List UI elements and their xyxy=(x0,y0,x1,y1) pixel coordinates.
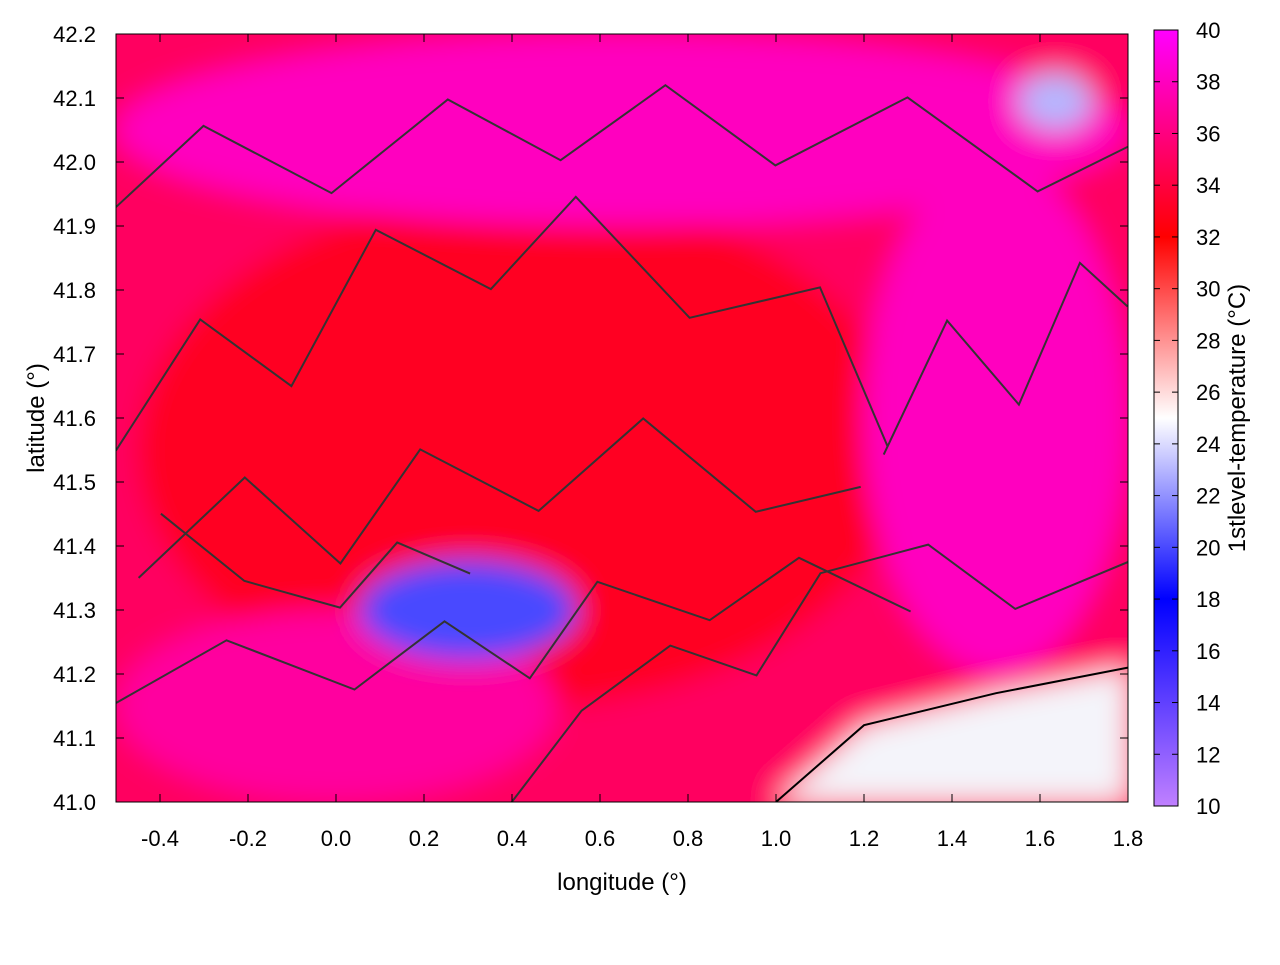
y-tick-label: 42.0 xyxy=(53,150,96,175)
colorbar-tick-label: 14 xyxy=(1196,691,1220,716)
region-cool-river-valley xyxy=(358,558,578,662)
x-tick-label: 1.6 xyxy=(1025,826,1056,851)
colorbar-tick-label: 32 xyxy=(1196,225,1220,250)
contour-line xyxy=(137,417,861,579)
colorbar-tick-label: 30 xyxy=(1196,277,1220,302)
x-tick-label: 0.0 xyxy=(321,826,352,851)
x-tick-label: -0.2 xyxy=(229,826,267,851)
region-cool-northeast-peak xyxy=(1018,72,1093,130)
colorbar-tick-label: 34 xyxy=(1196,173,1220,198)
colorbar-tick-label: 18 xyxy=(1196,587,1220,612)
y-axis: 41.0 41.1 41.2 41.3 41.4 41.5 41.6 41.7 41.8 41.9… xyxy=(53,22,1128,815)
colorbar: 10 12 14 16 18 20 22 24 26 28 30 32 34 36 38 40 1stleve… xyxy=(1153,18,1251,819)
x-axis-label: longitude (°) xyxy=(557,869,687,896)
colorbar-tick-label: 38 xyxy=(1196,70,1220,95)
contour-line xyxy=(116,83,1128,209)
region-sea xyxy=(776,667,1128,802)
contour-line xyxy=(116,556,912,705)
y-tick-label: 41.1 xyxy=(53,726,96,751)
y-tick-label: 41.9 xyxy=(53,214,96,239)
x-tick-label: 1.2 xyxy=(849,826,880,851)
colorbar-tick-label: 12 xyxy=(1196,742,1220,767)
contour-line xyxy=(116,195,889,452)
colorbar-tick-label: 40 xyxy=(1196,18,1220,43)
y-tick-label: 42.1 xyxy=(53,86,96,111)
x-tick-label: 0.8 xyxy=(673,826,704,851)
y-tick-label: 41.0 xyxy=(53,790,96,815)
x-tick-label: 1.0 xyxy=(761,826,792,851)
colorbar-tick-label: 36 xyxy=(1196,121,1220,146)
colorbar-gradient xyxy=(1153,29,1179,807)
y-tick-label: 41.3 xyxy=(53,598,96,623)
region-hot-north xyxy=(116,34,1128,226)
terrain-contours xyxy=(116,83,1128,802)
contour-line xyxy=(882,261,1128,456)
plot-area xyxy=(116,34,1128,802)
colorbar-label: 1stlevel-temperature (°C) xyxy=(1224,284,1251,552)
colorbar-tick-label: 28 xyxy=(1196,328,1220,353)
x-tick-label: 0.4 xyxy=(497,826,528,851)
colorbar-tick-label: 26 xyxy=(1196,380,1220,405)
x-tick-label: -0.4 xyxy=(141,826,179,851)
x-tick-label: 0.2 xyxy=(409,826,440,851)
y-tick-label: 41.8 xyxy=(53,278,96,303)
temperature-field xyxy=(116,34,1128,802)
colorbar-tick-label: 20 xyxy=(1196,535,1220,560)
y-tick-label: 41.5 xyxy=(53,470,96,495)
coastline xyxy=(775,666,1128,802)
y-tick-label: 42.2 xyxy=(53,22,96,47)
y-tick-label: 41.2 xyxy=(53,662,96,687)
colorbar-tick-label: 24 xyxy=(1196,432,1220,457)
colorbar-tick-label: 16 xyxy=(1196,639,1220,664)
y-tick-label: 41.4 xyxy=(53,534,96,559)
region-warm-central-basin xyxy=(138,194,908,706)
x-tick-label: 0.6 xyxy=(585,826,616,851)
colorbar-ticks: 10 12 14 16 18 20 22 24 26 28 30 32 34 36 38 40 xyxy=(1154,18,1220,819)
y-tick-label: 41.6 xyxy=(53,406,96,431)
x-tick-label: 1.8 xyxy=(1113,826,1144,851)
contour-line xyxy=(160,512,471,609)
colorbar-tick-label: 22 xyxy=(1196,484,1220,509)
y-tick-label: 41.7 xyxy=(53,342,96,367)
x-tick-label: 1.4 xyxy=(937,826,968,851)
x-axis: -0.4 -0.2 0.0 0.2 0.4 0.6 0.8 1.0 1.2 1.4 1.6 1.8 xyxy=(141,34,1143,851)
region-hot-east xyxy=(864,162,1128,674)
contour-line xyxy=(510,543,1128,802)
colorbar-tick-label: 10 xyxy=(1196,794,1220,819)
y-axis-label: latitude (°) xyxy=(23,363,50,473)
